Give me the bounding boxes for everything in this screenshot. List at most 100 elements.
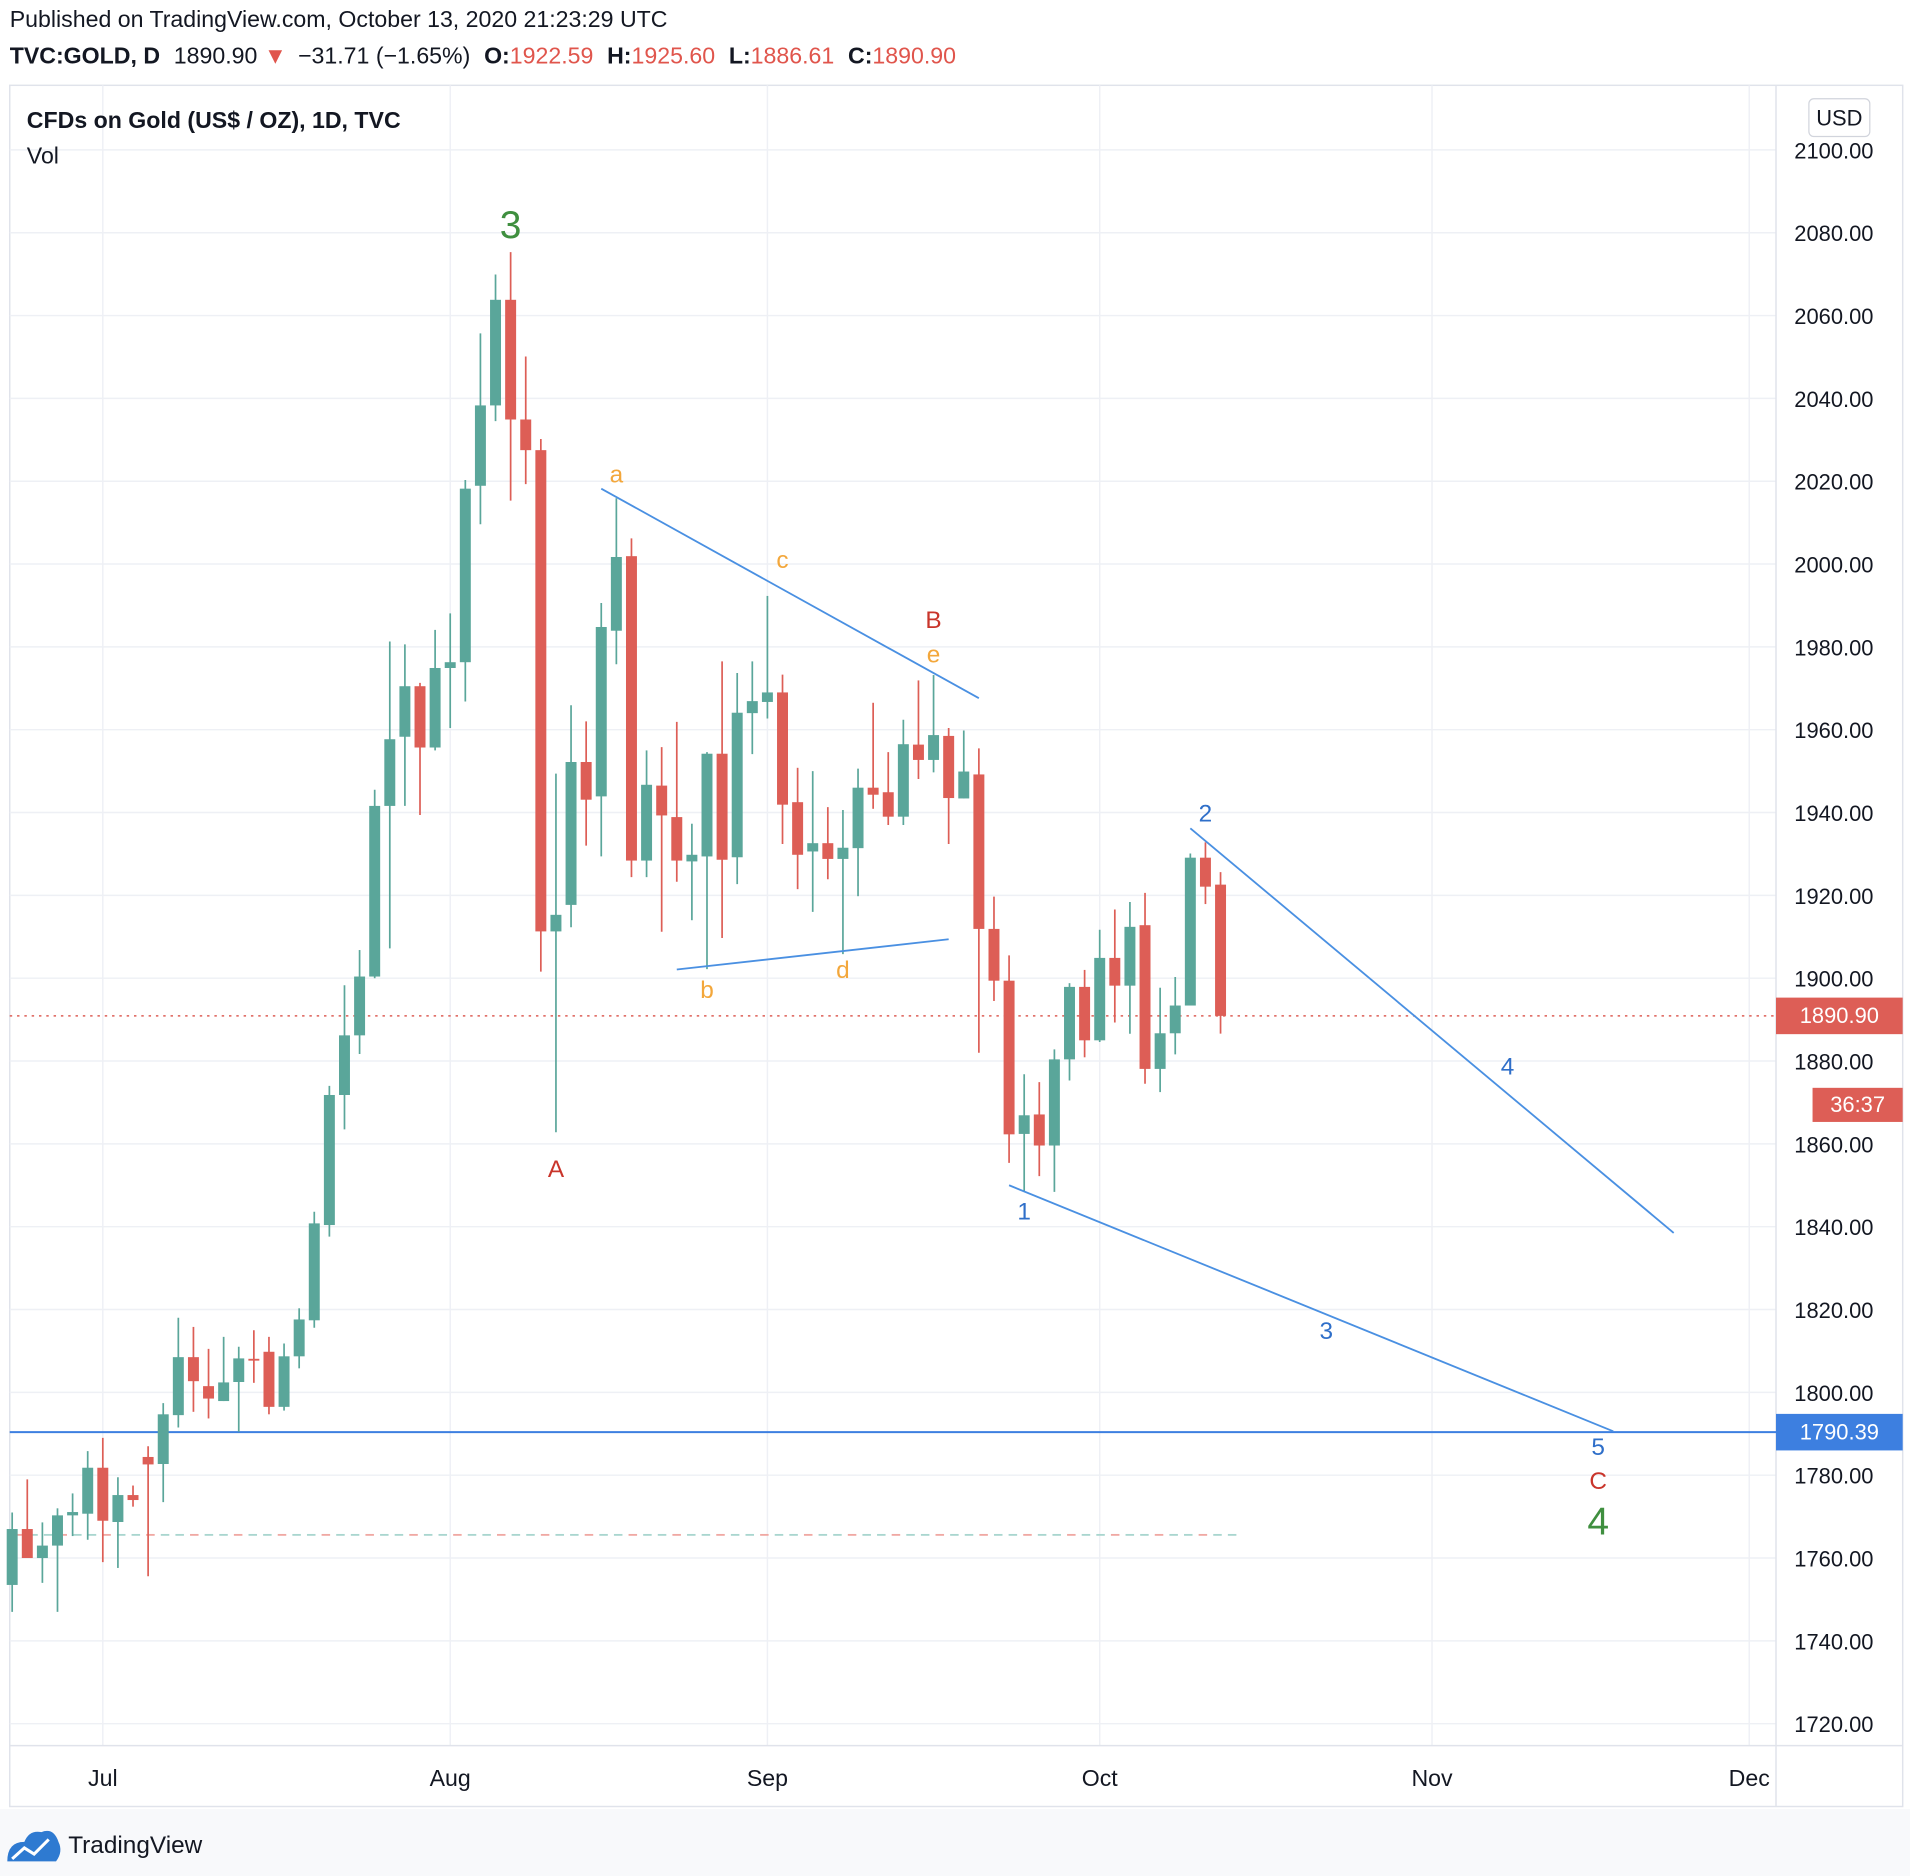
candle[interactable]	[1003, 955, 1015, 1163]
candle[interactable]	[263, 1336, 275, 1415]
candle[interactable]	[686, 823, 698, 921]
candle[interactable]	[187, 1326, 199, 1412]
candle[interactable]	[761, 595, 773, 719]
tradingview-logo-icon[interactable]	[7, 1830, 61, 1862]
candle[interactable]	[610, 498, 622, 665]
candle[interactable]	[157, 1403, 169, 1503]
candle[interactable]	[807, 771, 819, 912]
candle[interactable]	[1018, 1074, 1030, 1192]
wave-label[interactable]: 4	[1501, 1054, 1515, 1081]
candle[interactable]	[36, 1522, 48, 1583]
candle[interactable]	[565, 705, 577, 928]
candle[interactable]	[218, 1336, 230, 1402]
candle[interactable]	[988, 896, 1000, 1001]
candle[interactable]	[248, 1330, 260, 1383]
volume-indicator-label[interactable]: Vol	[27, 142, 59, 168]
candle[interactable]	[822, 807, 834, 880]
wave-label[interactable]: b	[700, 977, 714, 1004]
plot-area[interactable]: 3 Aa b c d eB 1 2 3 4 5 C 4	[6, 204, 1777, 1612]
candle[interactable]	[625, 538, 637, 878]
candle[interactable]	[1124, 901, 1136, 1034]
wave-label[interactable]: B	[925, 607, 941, 634]
candle[interactable]	[701, 752, 713, 970]
candle[interactable]	[1094, 929, 1106, 1042]
candle[interactable]	[6, 1512, 18, 1612]
candle[interactable]	[429, 629, 441, 751]
price-axis[interactable]: 2100.00 2080.00 2060.00 2040.00 2020.00 2000.…	[1794, 138, 1873, 1737]
candle[interactable]	[369, 789, 381, 979]
wave-label[interactable]: e	[927, 641, 941, 668]
candle[interactable]	[21, 1479, 33, 1559]
candle[interactable]	[142, 1446, 154, 1577]
trend-line-drawing[interactable]	[1008, 1184, 1614, 1433]
candle[interactable]	[1064, 983, 1075, 1081]
candle[interactable]	[928, 675, 940, 773]
candle[interactable]	[67, 1493, 79, 1537]
candle[interactable]	[867, 702, 879, 809]
candle[interactable]	[943, 728, 955, 845]
trend-line-drawing[interactable]	[600, 487, 980, 700]
candle[interactable]	[912, 680, 924, 779]
candle[interactable]	[474, 333, 486, 525]
wave-label[interactable]: 3	[1319, 1318, 1333, 1345]
candle[interactable]	[399, 644, 411, 806]
candle[interactable]	[505, 252, 517, 501]
footer-brand[interactable]: TradingView	[68, 1832, 202, 1859]
candle[interactable]	[490, 274, 502, 422]
candle[interactable]	[1199, 842, 1211, 905]
candle[interactable]	[278, 1343, 290, 1411]
candle[interactable]	[444, 613, 456, 729]
currency-button[interactable]: USD	[1808, 98, 1871, 138]
candle[interactable]	[852, 768, 864, 897]
candle[interactable]	[1139, 892, 1151, 1084]
candle[interactable]	[535, 438, 547, 972]
candle[interactable]	[1169, 976, 1181, 1055]
candle[interactable]	[731, 672, 743, 885]
candle[interactable]	[792, 767, 804, 890]
candle[interactable]	[127, 1485, 139, 1507]
wave-label[interactable]: 3	[500, 204, 522, 247]
candle[interactable]	[671, 721, 683, 882]
trend-line-drawing[interactable]	[676, 938, 949, 971]
candle[interactable]	[414, 682, 426, 816]
candle[interactable]	[777, 674, 788, 845]
wave-label[interactable]: d	[836, 957, 850, 984]
candle[interactable]	[656, 747, 668, 932]
candle[interactable]	[1154, 987, 1166, 1093]
wave-label[interactable]: C	[1589, 1468, 1607, 1495]
candle[interactable]	[82, 1451, 94, 1540]
candle[interactable]	[520, 356, 532, 485]
candle[interactable]	[716, 661, 728, 939]
wave-label[interactable]: 2	[1199, 800, 1213, 827]
candle[interactable]	[1048, 1049, 1060, 1192]
candle[interactable]	[1109, 909, 1121, 1023]
candle[interactable]	[958, 730, 970, 799]
candle[interactable]	[97, 1437, 109, 1563]
candle[interactable]	[112, 1477, 124, 1568]
wave-label[interactable]: A	[548, 1156, 565, 1183]
candle[interactable]	[172, 1317, 184, 1428]
chart-pane[interactable]	[9, 84, 1904, 1808]
candle[interactable]	[293, 1308, 305, 1369]
candle[interactable]	[550, 773, 562, 1133]
candle[interactable]	[384, 641, 396, 949]
candle[interactable]	[339, 985, 350, 1130]
time-axis[interactable]: Jul Aug Sep Oct Nov Dec	[88, 1765, 1770, 1791]
candle[interactable]	[595, 602, 607, 857]
trend-line-drawing[interactable]	[1189, 827, 1675, 1234]
candle[interactable]	[203, 1348, 215, 1419]
candle[interactable]	[323, 1085, 335, 1237]
candle[interactable]	[459, 479, 471, 702]
candle[interactable]	[973, 748, 985, 1053]
candle[interactable]	[1033, 1082, 1045, 1177]
candle[interactable]	[746, 661, 758, 755]
wave-label[interactable]: 1	[1017, 1199, 1031, 1226]
candle[interactable]	[641, 750, 653, 878]
candle[interactable]	[354, 950, 366, 1054]
candle[interactable]	[837, 810, 849, 955]
candle[interactable]	[308, 1211, 320, 1328]
wave-label[interactable]: a	[610, 461, 624, 488]
candle[interactable]	[1079, 969, 1091, 1058]
wave-label[interactable]: 5	[1591, 1434, 1605, 1461]
candle[interactable]	[882, 752, 894, 825]
